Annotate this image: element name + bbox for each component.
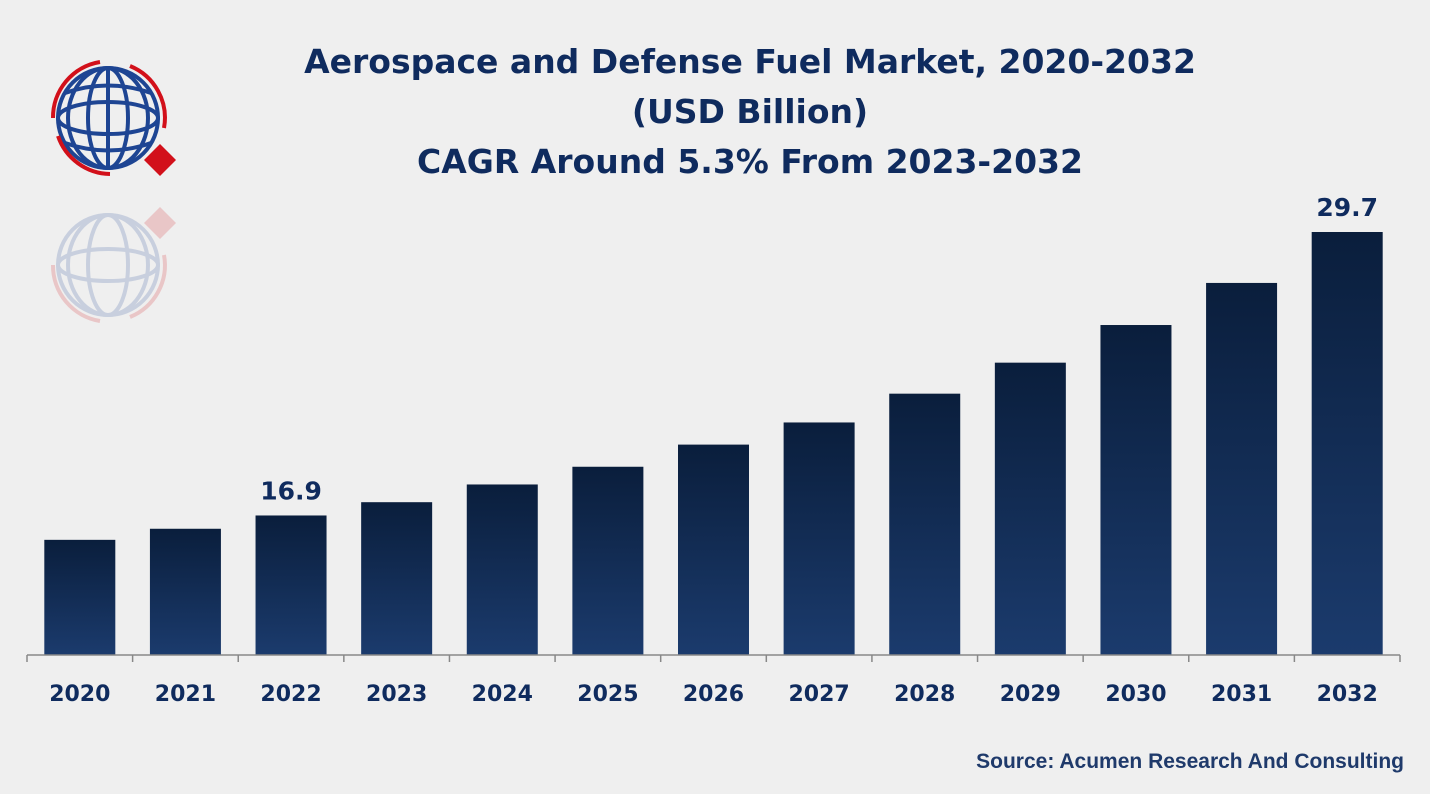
bar-2028 bbox=[889, 393, 961, 655]
bar-2027 bbox=[783, 422, 855, 655]
title-line-3: CAGR Around 5.3% From 2023-2032 bbox=[417, 142, 1083, 181]
bar-2024 bbox=[466, 484, 538, 655]
bar-2023 bbox=[361, 502, 433, 655]
chart-title: Aerospace and Defense Fuel Market, 2020-… bbox=[250, 37, 1250, 187]
bar-2030 bbox=[1100, 325, 1172, 655]
globe-logo-reflection-icon bbox=[50, 207, 176, 323]
x-tick-label: 2030 bbox=[1105, 682, 1166, 707]
bar-2020 bbox=[44, 539, 116, 655]
x-tick-label: 2031 bbox=[1211, 682, 1272, 707]
x-tick-label: 2027 bbox=[788, 682, 849, 707]
x-tick-label: 2032 bbox=[1317, 682, 1378, 707]
source-note: Source: Acumen Research And Consulting bbox=[976, 750, 1404, 773]
x-tick-label: 2029 bbox=[1000, 682, 1061, 707]
x-tick-label: 2020 bbox=[49, 682, 110, 707]
bar-2032 bbox=[1311, 232, 1383, 655]
bar-2029 bbox=[994, 362, 1066, 655]
x-tick-label: 2025 bbox=[577, 682, 638, 707]
x-tick-label: 2026 bbox=[683, 682, 744, 707]
data-label-2032: 29.7 bbox=[1316, 193, 1378, 222]
x-tick-label: 2022 bbox=[260, 682, 321, 707]
bar-2026 bbox=[678, 444, 749, 655]
bar-2025 bbox=[572, 466, 644, 655]
bar-2022 bbox=[255, 515, 327, 655]
x-tick-label: 2023 bbox=[366, 682, 427, 707]
title-line-1: Aerospace and Defense Fuel Market, 2020-… bbox=[304, 42, 1196, 81]
title-line-2: (USD Billion) bbox=[631, 92, 869, 131]
globe-logo-icon bbox=[50, 60, 176, 176]
x-tick-label: 2021 bbox=[155, 682, 216, 707]
data-label-2022: 16.9 bbox=[260, 476, 322, 505]
bar-2021 bbox=[149, 528, 221, 655]
x-tick-label: 2024 bbox=[472, 682, 533, 707]
bar-2031 bbox=[1206, 282, 1278, 655]
x-tick-label: 2028 bbox=[894, 682, 955, 707]
